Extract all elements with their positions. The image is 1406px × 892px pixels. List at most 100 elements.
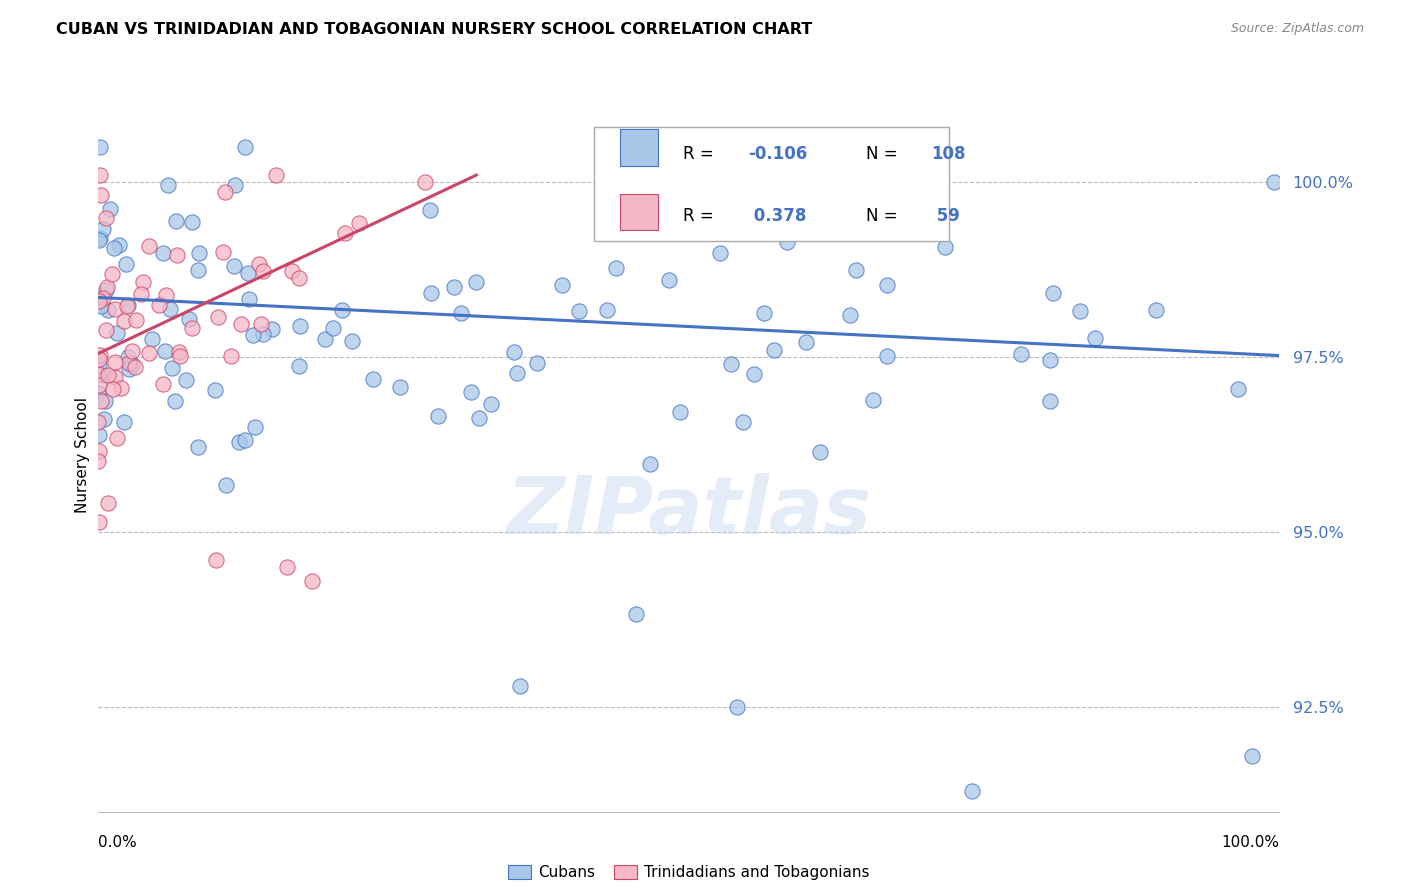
Point	[117, 298, 139, 312]
Point	[252, 264, 274, 278]
Point	[468, 411, 491, 425]
Point	[224, 178, 246, 192]
Point	[96, 323, 118, 337]
Point	[87, 444, 110, 458]
Point	[838, 308, 860, 322]
Text: N =: N =	[866, 207, 903, 225]
Point	[138, 238, 160, 252]
Point	[110, 381, 132, 395]
Point	[152, 377, 174, 392]
Point	[87, 385, 110, 400]
Point	[94, 394, 117, 409]
Point	[97, 302, 120, 317]
Point	[87, 415, 110, 429]
Point	[91, 221, 114, 235]
Point	[242, 328, 264, 343]
Text: R =: R =	[683, 145, 718, 162]
Point	[505, 366, 527, 380]
Point	[89, 293, 111, 308]
Point	[222, 259, 245, 273]
Point	[276, 559, 298, 574]
Text: ZIPatlas: ZIPatlas	[506, 473, 872, 551]
Point	[187, 441, 209, 455]
Point	[322, 321, 344, 335]
Point	[314, 332, 336, 346]
Point	[479, 397, 502, 411]
Point	[91, 291, 114, 305]
Point	[927, 226, 949, 240]
Point	[845, 263, 868, 277]
Point	[129, 287, 152, 301]
Point	[93, 368, 115, 382]
Point	[105, 326, 128, 341]
Point	[166, 248, 188, 262]
Text: N =: N =	[866, 145, 903, 162]
Point	[252, 326, 274, 341]
Point	[207, 310, 229, 324]
Y-axis label: Nursery School: Nursery School	[75, 397, 90, 513]
Point	[121, 343, 143, 358]
Point	[148, 298, 170, 312]
Point	[361, 372, 384, 386]
Text: 108: 108	[931, 145, 966, 162]
Point	[160, 361, 183, 376]
Point	[103, 240, 125, 254]
Point	[124, 360, 146, 375]
Text: Source: ZipAtlas.com: Source: ZipAtlas.com	[1230, 22, 1364, 36]
Point	[720, 358, 742, 372]
Point	[862, 393, 884, 408]
Point	[776, 235, 799, 249]
Point	[624, 607, 647, 621]
Point	[153, 343, 176, 358]
Point	[132, 276, 155, 290]
Point	[725, 699, 748, 714]
Point	[658, 273, 681, 287]
Point	[165, 394, 187, 409]
Point	[94, 211, 117, 225]
Point	[89, 358, 111, 372]
Point	[117, 355, 139, 369]
Point	[87, 454, 110, 468]
Point	[1069, 304, 1091, 318]
Point	[502, 345, 524, 359]
Text: 0.378: 0.378	[748, 207, 807, 225]
Point	[340, 334, 363, 348]
Point	[281, 264, 304, 278]
Point	[98, 202, 121, 217]
Point	[87, 232, 110, 246]
Point	[595, 303, 617, 318]
Point	[204, 383, 226, 397]
Point	[152, 246, 174, 260]
Point	[141, 332, 163, 346]
Point	[1039, 353, 1062, 368]
Point	[238, 266, 260, 280]
Point	[762, 343, 785, 357]
Point	[180, 215, 202, 229]
Point	[117, 350, 139, 364]
Point	[450, 306, 472, 320]
Point	[669, 405, 692, 419]
Point	[419, 203, 441, 218]
Point	[104, 369, 127, 384]
Point	[264, 168, 287, 182]
Point	[752, 306, 775, 320]
Point	[443, 279, 465, 293]
Point	[89, 348, 111, 362]
Point	[174, 373, 197, 387]
Point	[155, 288, 177, 302]
Point	[262, 321, 284, 335]
Point	[138, 346, 160, 360]
Point	[104, 355, 127, 369]
Point	[733, 415, 755, 429]
Point	[238, 292, 260, 306]
Point	[87, 428, 110, 442]
Point	[550, 278, 572, 293]
Point	[568, 304, 591, 318]
Point	[464, 275, 486, 289]
Point	[87, 516, 110, 530]
Text: CUBAN VS TRINIDADIAN AND TOBAGONIAN NURSERY SCHOOL CORRELATION CHART: CUBAN VS TRINIDADIAN AND TOBAGONIAN NURS…	[56, 22, 813, 37]
Point	[90, 394, 112, 409]
Point	[179, 311, 201, 326]
Point	[876, 349, 898, 363]
Point	[89, 140, 111, 154]
